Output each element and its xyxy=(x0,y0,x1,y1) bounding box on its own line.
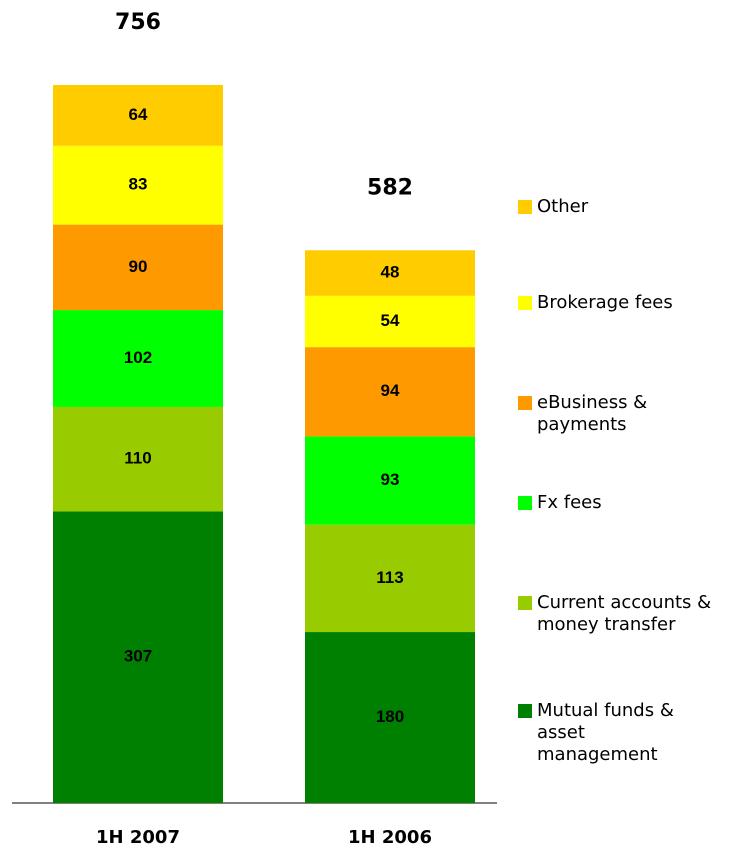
bar-segment xyxy=(53,310,223,407)
bar-segment xyxy=(305,295,475,348)
bar-segment xyxy=(305,436,475,525)
bar-segment xyxy=(305,347,475,437)
legend-label: Fx fees xyxy=(537,492,602,513)
data-label: 110 xyxy=(124,449,151,468)
legend-swatch xyxy=(518,704,532,718)
data-label: 54 xyxy=(381,311,400,330)
legend-item: Brokerage fees xyxy=(518,292,737,314)
x-tick-label: 1H 2007 xyxy=(96,827,180,848)
legend-item: Fx fees xyxy=(518,492,737,514)
data-label: 180 xyxy=(376,707,404,726)
legend-label: Current accounts & money transfer xyxy=(537,592,712,635)
data-label: 83 xyxy=(129,175,148,194)
bar-segment xyxy=(53,511,223,803)
legend-swatch xyxy=(518,596,532,610)
legend-label: Mutual funds & asset management xyxy=(537,700,674,765)
total-label: 582 xyxy=(367,175,413,200)
bar-segment xyxy=(53,145,223,225)
legend-swatch xyxy=(518,296,532,310)
data-label: 48 xyxy=(381,263,400,282)
data-label: 94 xyxy=(381,381,400,400)
legend-label: Brokerage fees xyxy=(537,292,673,313)
legend-item: Mutual funds & asset management xyxy=(518,700,697,766)
x-tick-label: 1H 2006 xyxy=(348,827,432,848)
data-label: 307 xyxy=(124,647,152,666)
bar-segment xyxy=(53,85,223,146)
legend-swatch xyxy=(518,496,532,510)
bar-segment xyxy=(53,224,223,311)
data-label: 113 xyxy=(376,568,403,587)
data-label: 90 xyxy=(129,257,148,276)
bar-segment xyxy=(305,524,475,633)
data-label: 93 xyxy=(381,470,400,489)
legend-item: eBusiness & payments xyxy=(518,392,737,436)
legend-item: Other xyxy=(518,196,737,218)
legend-swatch xyxy=(518,396,532,410)
bar-segment xyxy=(53,406,223,512)
legend-label: Other xyxy=(537,196,589,217)
legend-swatch xyxy=(518,200,532,214)
bar-segment xyxy=(305,632,475,803)
bar-segment xyxy=(305,250,475,296)
total-label: 756 xyxy=(115,10,161,35)
data-label: 102 xyxy=(124,348,152,367)
legend-label: eBusiness & payments xyxy=(537,392,648,435)
legend-item: Current accounts & money transfer xyxy=(518,592,747,636)
data-label: 64 xyxy=(129,105,148,124)
